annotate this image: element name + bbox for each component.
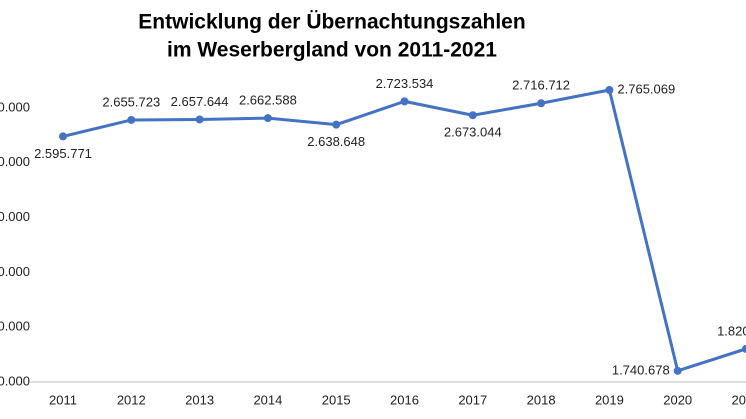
data-label: 1.740.678 [612,362,670,377]
chart-title: Entwicklung der Übernachtungszahlen [138,11,525,34]
point [468,111,477,120]
x-tick-label: 2021 [732,392,746,407]
data-label: 2.723.534 [376,76,434,91]
data-label: 2.662.588 [239,93,297,108]
point [263,114,272,123]
point [332,120,341,129]
x-tick-label: 2020 [663,392,692,407]
x-tick-label: 2019 [595,392,624,407]
x-tick-label: 2011 [49,392,77,407]
data-label: 2.765.069 [617,81,675,96]
x-tick-label: 2014 [253,392,282,407]
y-tick-label: 2.300.000 [0,209,30,224]
y-tick-label: 1.700.000 [0,373,30,388]
x-tick-label: 2016 [390,392,419,407]
data-label: 2.657.644 [171,94,229,109]
y-tick-label: 2.500.000 [0,154,30,169]
data-label: 2.638.648 [307,134,365,149]
y-tick-label: 1.900.000 [0,319,30,334]
x-tick-label: 2018 [527,392,556,407]
point [195,115,204,124]
point [537,99,546,108]
y-tick-label: 2.100.000 [0,264,30,279]
x-tick-label: 2015 [322,392,351,407]
x-tick-label: 2012 [117,392,146,407]
data-label: 2.673.044 [444,125,502,140]
point [742,344,746,353]
point [605,85,614,94]
data-label: 2.595.771 [34,146,92,161]
point [59,132,67,141]
point [400,97,409,106]
data-label: 1.820.868 [717,323,746,338]
point [673,366,682,375]
x-tick-label: 2017 [458,392,487,407]
x-tick-label: 2013 [185,392,214,407]
data-label: 2.655.723 [102,94,160,109]
chart-title: im Weserbergland von 2011-2021 [167,39,497,62]
data-label: 2.716.712 [512,78,570,93]
point [127,115,136,124]
y-tick-label: 2.700.000 [0,99,30,114]
line [62,88,746,373]
